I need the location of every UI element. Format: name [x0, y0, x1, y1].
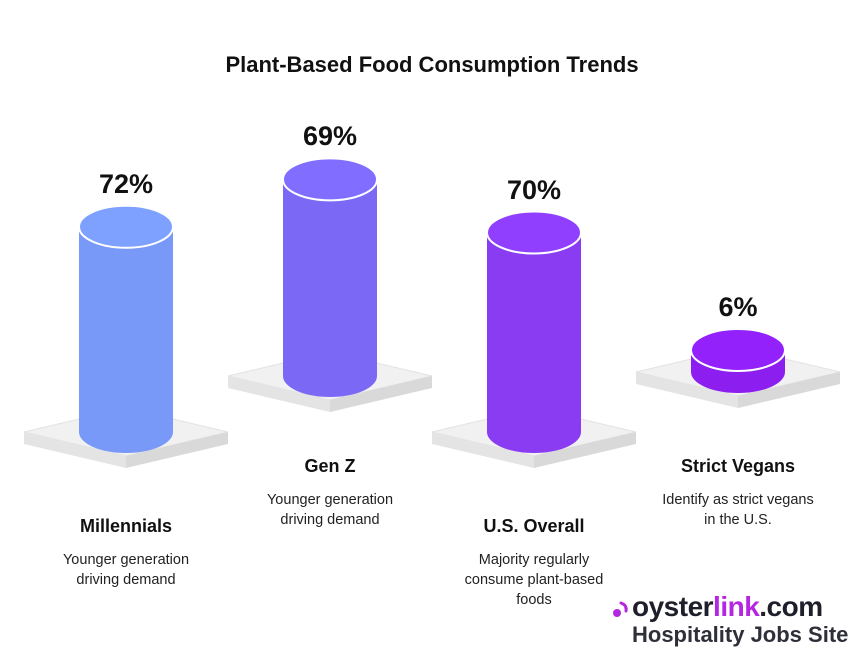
value-label: 69%	[302, 121, 358, 152]
description-line: foods	[516, 592, 552, 608]
description-line: in the U.S.	[704, 512, 772, 528]
bar-top-cap	[690, 328, 786, 372]
category-label: U.S. Overall	[483, 516, 585, 536]
category-label: Gen Z	[304, 456, 356, 476]
logo-tagline: Hospitality Jobs Site	[632, 622, 849, 647]
description-line: Younger generation	[266, 492, 394, 508]
bar-top-cap	[282, 157, 378, 202]
logo-text-dark: oyster	[632, 591, 714, 622]
description-line: driving demand	[280, 512, 380, 528]
chart-title: Plant-Based Food Consumption Trends	[225, 52, 639, 77]
category-description: Majority regularly consume plant-based foo…	[434, 550, 634, 610]
description-line: driving demand	[76, 572, 176, 588]
value-label: 6%	[718, 292, 758, 322]
bar	[79, 226, 173, 453]
category-description: Younger generation driving demand	[26, 550, 226, 590]
description-line: Identify as strict vegans	[662, 492, 814, 508]
value-label: 72%	[98, 168, 154, 199]
category-description: Younger generation driving demand	[230, 490, 430, 530]
oysterlink-logo: oyster link .com Hospitality Jobs Site	[612, 590, 862, 660]
category-label: Strict Vegans	[680, 456, 796, 476]
category-label: Millennials	[79, 516, 173, 536]
description-line: Majority regularly	[478, 552, 590, 568]
bar	[283, 179, 377, 397]
oyster-dot-icon	[612, 596, 628, 618]
logo-text-accent: link	[713, 591, 760, 622]
description-line: Younger generation	[62, 552, 190, 568]
bar-top-cap	[486, 210, 582, 255]
description-line: consume plant-based	[464, 572, 604, 588]
bar-top-cap	[78, 204, 174, 249]
category-description: Identify as strict vegans in the U.S.	[638, 490, 838, 530]
logo-text-suffix: .com	[759, 591, 823, 622]
value-label: 70%	[506, 174, 562, 205]
bar	[487, 232, 581, 453]
